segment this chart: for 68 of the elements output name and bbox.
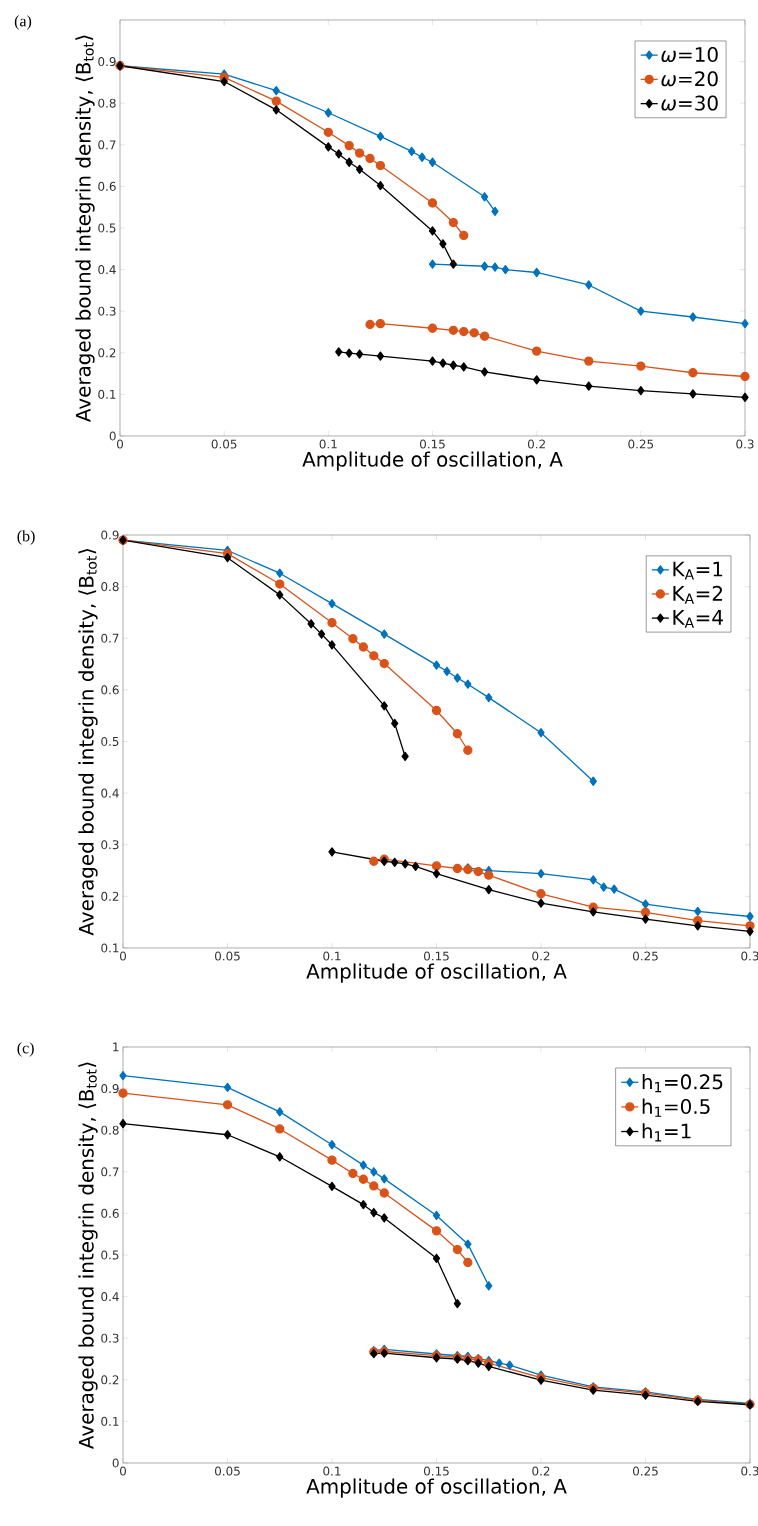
text: (c) bbox=[17, 1042, 34, 1057]
legend-label: K$_{A}$=1 bbox=[673, 561, 723, 580]
x-tick-label: 0.2 bbox=[532, 951, 550, 961]
y-axis-title: Averaged bound integrin density, ⟨B$_{tot}$⟩ bbox=[78, 1062, 98, 1450]
y-tick-label: 0.5 bbox=[101, 1250, 119, 1260]
y-tick-label: 1 bbox=[113, 1042, 119, 1052]
y-tick-label: 0.5 bbox=[101, 736, 119, 747]
y-tick-label: 0.4 bbox=[101, 1292, 119, 1302]
legend-label: K$_{A}$=4 bbox=[673, 610, 723, 628]
y-tick-label: 0.2 bbox=[98, 348, 116, 358]
x-tick-label: 0.1 bbox=[323, 951, 341, 961]
y-tick-label: 0.8 bbox=[98, 98, 116, 108]
y-tick-label: 0 bbox=[109, 431, 116, 441]
x-axis-title: Amplitude of oscillation, A bbox=[306, 963, 567, 983]
y-tick-label: 0.7 bbox=[101, 633, 119, 643]
legend-label: h$_{1}$=0.25 bbox=[642, 1073, 723, 1093]
x-tick-label: 0.15 bbox=[423, 951, 449, 961]
x-tick-label: 0.25 bbox=[628, 439, 654, 449]
text: (a) bbox=[14, 15, 32, 30]
x-tick-label: 0.3 bbox=[741, 951, 758, 961]
y-axis-title: Averaged bound integrin density, ⟨B$_{tot}$⟩ bbox=[78, 549, 98, 936]
y-tick-label: 0.8 bbox=[101, 582, 119, 592]
legend-label: ω=10 bbox=[661, 46, 718, 63]
legend-label: ω=30 bbox=[661, 95, 718, 111]
y-tick-label: 0.6 bbox=[98, 181, 116, 191]
y-tick-label: 0.2 bbox=[101, 1375, 119, 1385]
y-tick-label: 0.9 bbox=[101, 530, 119, 540]
x-tick-label: 0.05 bbox=[211, 439, 237, 449]
x-tick-label: 0 bbox=[119, 1466, 127, 1476]
legend-label: h$_{1}$=1 bbox=[642, 1123, 691, 1142]
x-tick-label: 0.2 bbox=[532, 1466, 550, 1476]
x-tick-label: 0.05 bbox=[214, 951, 240, 961]
x-tick-label: 0.2 bbox=[527, 439, 545, 449]
x-tick-label: 0.3 bbox=[736, 439, 754, 449]
y-tick-label: 0.2 bbox=[101, 891, 119, 901]
legend-label: ω=20 bbox=[661, 71, 718, 87]
y-tick-label: 0.6 bbox=[101, 685, 119, 695]
y-tick-label: 0.1 bbox=[98, 389, 116, 399]
y-tick-label: 0.9 bbox=[101, 1084, 119, 1094]
y-tick-label: 0.1 bbox=[101, 943, 119, 953]
x-tick-label: 0.15 bbox=[423, 1466, 449, 1476]
y-tick-label: 0.4 bbox=[98, 265, 116, 275]
y-tick-label: 0.9 bbox=[98, 57, 116, 67]
x-tick-label: 0.25 bbox=[632, 1466, 658, 1476]
x-tick-label: 0.25 bbox=[632, 951, 658, 961]
y-tick-label: 0.3 bbox=[101, 840, 119, 850]
y-tick-label: 0.4 bbox=[101, 788, 119, 798]
x-tick-label: 0.1 bbox=[323, 1466, 341, 1476]
y-tick-label: 0.3 bbox=[98, 306, 116, 316]
y-tick-label: 0.1 bbox=[101, 1416, 119, 1426]
text: (b) bbox=[17, 530, 35, 545]
legend-label: K$_{A}$=2 bbox=[673, 585, 723, 604]
y-tick-label: 0.6 bbox=[101, 1208, 119, 1218]
y-axis-title: Averaged bound integrin density, ⟨B$_{tot}$⟩ bbox=[75, 35, 95, 422]
legend-label: h$_{1}$=0.5 bbox=[642, 1098, 710, 1117]
x-tick-label: 0 bbox=[119, 951, 127, 961]
x-axis-title: Amplitude of oscillation, A bbox=[302, 451, 563, 471]
y-tick-label: 0.7 bbox=[98, 140, 116, 150]
y-tick-label: 0.8 bbox=[101, 1125, 119, 1135]
x-axis-title: Amplitude of oscillation, A bbox=[306, 1478, 567, 1498]
x-tick-label: 0.05 bbox=[214, 1466, 240, 1476]
y-tick-label: 0.3 bbox=[101, 1333, 119, 1343]
y-tick-label: 0.7 bbox=[101, 1167, 119, 1177]
x-tick-label: 0.3 bbox=[741, 1466, 758, 1476]
x-tick-label: 0.15 bbox=[419, 439, 445, 449]
y-tick-label: 0.5 bbox=[98, 223, 116, 233]
x-tick-label: 0.1 bbox=[319, 439, 337, 449]
y-tick-label: 0 bbox=[112, 1458, 119, 1468]
